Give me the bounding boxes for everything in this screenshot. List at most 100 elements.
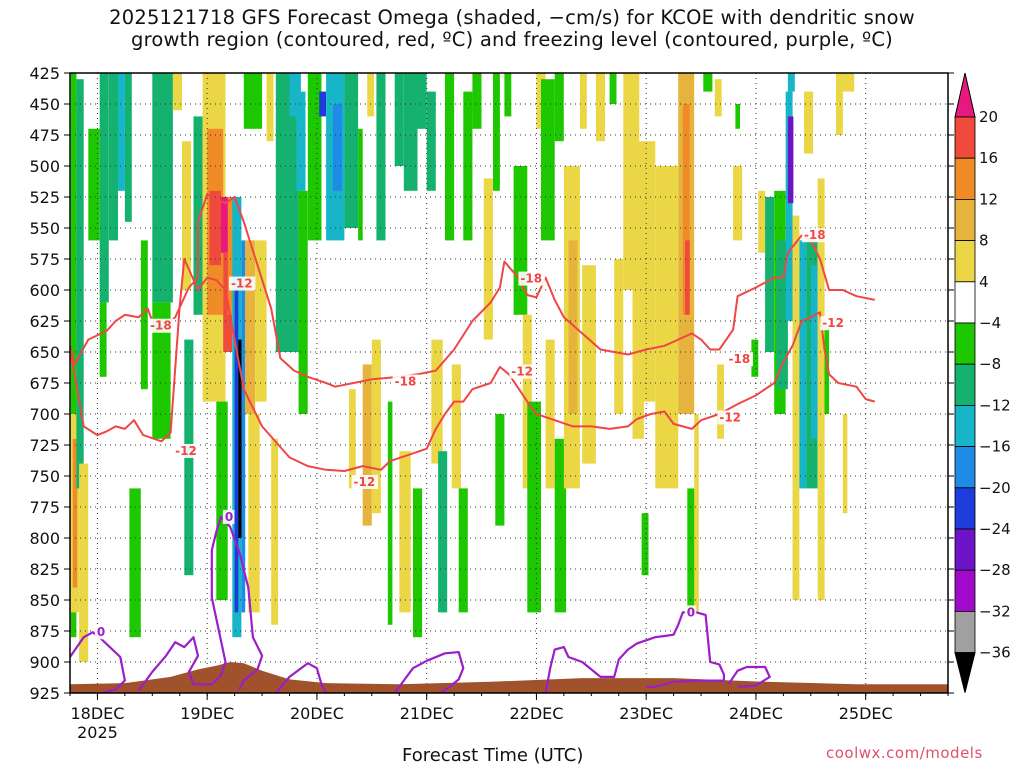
colorbar-label: −16 <box>979 438 1011 456</box>
y-tick-label: 625 <box>29 312 60 331</box>
colorbar-label: −8 <box>979 355 1001 373</box>
omega-band <box>307 73 322 241</box>
dgz-contour-label-bg <box>392 374 420 389</box>
omega-band <box>289 73 301 117</box>
omega-band <box>214 141 221 191</box>
omega-band <box>238 339 242 538</box>
y-axis: 425 450 475 500 525 550 575 600 625 650 675 700 725 7… <box>29 64 954 703</box>
omega-band <box>504 73 512 117</box>
omega-band <box>685 240 690 315</box>
x-tick-label: 25DEC <box>839 704 893 723</box>
omega-band <box>234 290 239 613</box>
omega-band <box>792 215 800 600</box>
x-tick-label: 21DEC <box>400 704 454 723</box>
omega-band <box>403 73 418 191</box>
colorbar-bottom-triangle <box>954 652 976 693</box>
omega-band <box>271 438 279 625</box>
omega-band <box>836 73 843 135</box>
dgz-contour-label: -12 <box>231 277 253 291</box>
colorbar-label: 4 <box>979 273 989 291</box>
omega-band <box>152 73 173 303</box>
dgz-contour-label: -12 <box>175 444 197 458</box>
dgz-contour-label-bg <box>717 410 744 425</box>
colorbar-swatch <box>954 569 976 612</box>
colorbar-swatch <box>954 281 976 324</box>
omega-band <box>785 91 793 321</box>
x-axis-label: Forecast Time (UTC) <box>402 745 584 766</box>
omega-band <box>245 240 256 414</box>
omega-band <box>266 73 274 142</box>
omega-band <box>714 79 722 117</box>
freezing-contour <box>274 662 328 693</box>
omega-band <box>682 104 690 315</box>
freezing-contour <box>544 611 726 693</box>
y-tick-label: 600 <box>29 281 60 300</box>
omega-band <box>463 91 473 241</box>
dgz-contour-label-bg <box>518 271 545 286</box>
omega-band <box>641 513 649 576</box>
dgz-contour-label: -12 <box>354 475 376 489</box>
omega-band <box>118 73 125 191</box>
omega-band <box>399 451 411 613</box>
omega-band <box>344 73 359 228</box>
terrain-fill <box>70 662 948 693</box>
y-tick-label: 575 <box>29 250 60 269</box>
omega-band <box>358 128 363 241</box>
omega-band <box>637 141 656 402</box>
omega-band <box>655 166 679 489</box>
omega-band <box>248 414 260 613</box>
omega-band <box>193 116 203 315</box>
omega-band <box>787 73 795 92</box>
y-tick-label: 825 <box>29 560 60 579</box>
omega-band <box>438 451 448 613</box>
freezing-contour <box>727 665 771 688</box>
dgz-contour-label-bg <box>228 276 256 291</box>
colorbar-swatch <box>954 528 976 571</box>
colorbar-label: −28 <box>979 561 1011 579</box>
omega-band <box>72 438 78 588</box>
colorbar-swatch <box>954 611 976 654</box>
omega-band <box>99 302 107 377</box>
omega-band <box>431 339 443 464</box>
freezing-contour <box>70 631 127 693</box>
omega-band <box>824 327 830 414</box>
dgz-contour-label-bg <box>726 352 753 367</box>
contours: -18 -12 -12 -18 -12 -18 -12 -18 -12 -18 -12 0 0 0 <box>70 193 876 693</box>
dgz-contour-label-bg <box>820 316 847 331</box>
colorbar-top-triangle <box>954 72 976 118</box>
omega-band <box>765 197 775 352</box>
omega-band <box>776 240 788 390</box>
omega-band <box>804 91 814 154</box>
colorbar-swatch <box>954 240 976 283</box>
y-tick-label: 525 <box>29 188 60 207</box>
x-tick-label: 24DEC <box>729 704 783 723</box>
omega-band <box>687 488 697 613</box>
omega-band <box>445 73 455 241</box>
omega-band <box>493 73 500 191</box>
omega-band <box>842 73 855 92</box>
dgz-contour <box>70 193 875 388</box>
omega-band <box>319 91 327 117</box>
y-tick-label: 800 <box>29 529 60 548</box>
dgz-contour-label: -18 <box>804 228 826 242</box>
omega-band <box>799 240 807 489</box>
y-tick-label: 450 <box>29 95 60 114</box>
x-tick-label: 19DEC <box>180 704 234 723</box>
omega-band <box>172 73 182 111</box>
omega-band <box>810 265 818 439</box>
omega-band <box>76 79 84 489</box>
omega-band <box>787 116 794 204</box>
credit-text: coolwx.com/models <box>826 744 983 762</box>
colorbar-label: −12 <box>979 396 1011 414</box>
omega-band <box>371 339 381 514</box>
omega-band <box>220 197 230 253</box>
colorbar-swatch <box>954 157 976 200</box>
colorbar: 20 16 12 8 4 −4 −8 −12 −16 −20 −24 −28 −32 −36 <box>954 72 1011 693</box>
colorbar-label: −4 <box>979 314 1001 332</box>
colorbar-label: 8 <box>979 232 989 250</box>
omega-band <box>554 438 567 613</box>
omega-band <box>758 190 766 253</box>
omega-band <box>733 166 743 241</box>
dgz-contour-label-bg <box>148 318 175 333</box>
omega-band <box>88 128 100 241</box>
